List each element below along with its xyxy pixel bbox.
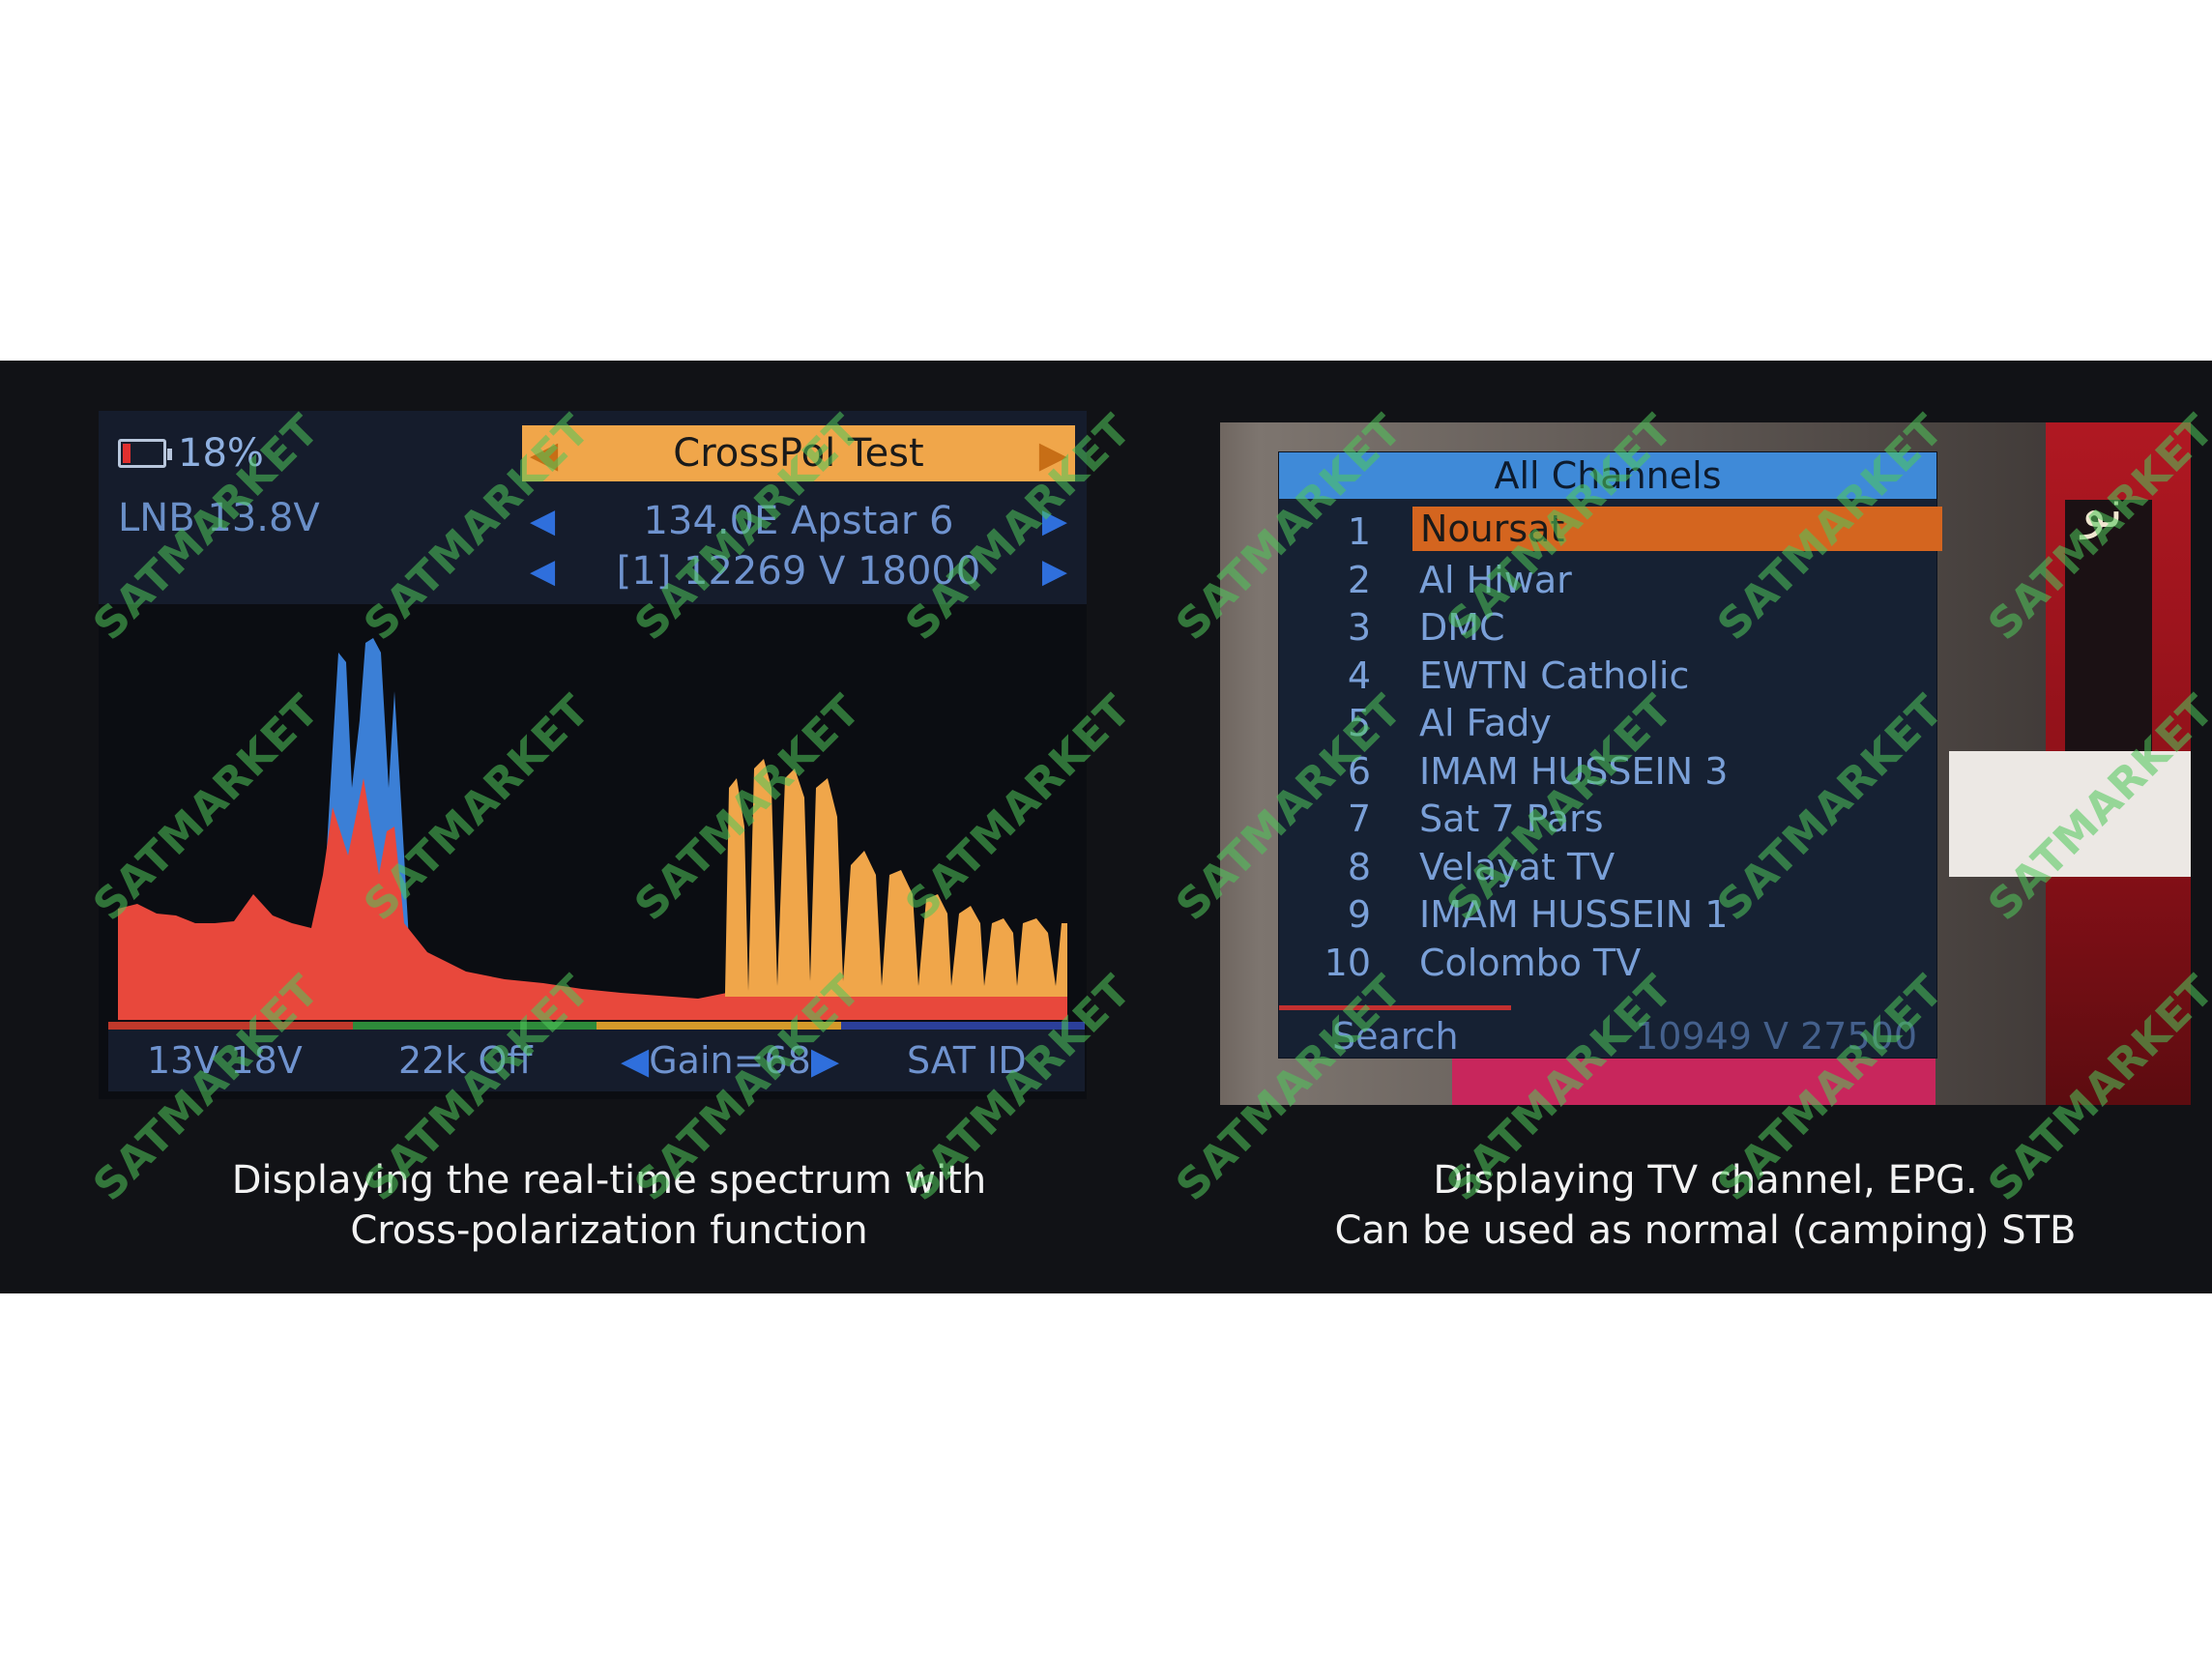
- channel-list-panel: All Channels 1 Noursat 2 Al Hiwar 3 DMC 4 EWTN …: [1278, 451, 1942, 1059]
- channel-list-item[interactable]: 3 DMC: [1279, 602, 1936, 651]
- tone-toggle[interactable]: 22k Off: [398, 1039, 533, 1082]
- spectrum-footer: 13V 18V 22k Off ◀Gain=68▶ SAT ID: [108, 1030, 1085, 1091]
- background-video-detail: [1949, 751, 2191, 877]
- channel-number: 2: [1347, 558, 1371, 601]
- left-caption: Displaying the real-time spectrum with C…: [126, 1155, 1092, 1256]
- channel-list-item[interactable]: 9 IMAM HUSSEIN 1: [1279, 889, 1936, 938]
- channel-name: Colombo TV: [1419, 941, 1642, 984]
- channel-list-title: All Channels: [1279, 452, 1936, 499]
- spectrum-other-trace: [725, 759, 1067, 997]
- channel-name: Velayat TV: [1419, 845, 1615, 888]
- channel-list-item[interactable]: 4 EWTN Catholic: [1279, 651, 1936, 699]
- search-transponder: 10949 V 27500: [1635, 1015, 1917, 1058]
- gain-value: Gain=68: [649, 1039, 811, 1082]
- right-arrow-icon[interactable]: ▶: [1038, 433, 1067, 476]
- right-caption-line2: Can be used as normal (camping) STB: [1334, 1208, 2077, 1253]
- channel-number: 5: [1347, 702, 1371, 744]
- satellite-selector[interactable]: ◀ 134.0E Apstar 6 ▶: [522, 498, 1075, 544]
- channel-list-item[interactable]: 8 Velayat TV: [1279, 842, 1936, 890]
- channel-number: 8: [1347, 845, 1371, 888]
- background-video-detail: [2065, 500, 2152, 751]
- spectrum-screen: 18% LNB 13.8V ◀ CrossPol Test ▶ ◀ 134.0E…: [99, 411, 1087, 1099]
- search-label[interactable]: Search: [1332, 1015, 1459, 1058]
- crosspol-title: CrossPol Test: [673, 431, 924, 476]
- channel-name: Noursat: [1412, 507, 1942, 551]
- channel-name: DMC: [1419, 606, 1505, 649]
- channel-name: Al Hiwar: [1419, 558, 1572, 601]
- channel-number: 4: [1347, 653, 1371, 697]
- progress-line: [1279, 1005, 1511, 1010]
- channel-number: 1: [1347, 510, 1371, 553]
- transponder-value: [1] 12269 V 18000: [616, 549, 981, 594]
- channel-list-item[interactable]: 2 Al Hiwar: [1279, 555, 1936, 603]
- gain-control[interactable]: ◀Gain=68▶: [621, 1039, 839, 1082]
- left-arrow-icon[interactable]: ◀: [530, 552, 556, 591]
- spectrum-main-trace: [118, 778, 1067, 1020]
- satellite-name: 134.0E Apstar 6: [643, 499, 954, 543]
- battery-icon: [118, 439, 172, 468]
- crosspol-title-bar[interactable]: ◀ CrossPol Test ▶: [522, 425, 1075, 481]
- channel-list-footer: Search 10949 V 27500: [1279, 1013, 1936, 1058]
- channel-screen: ﻧﻮ All Channels 1 Noursat 2 Al Hiwar 3 DMC 4 EW…: [1220, 422, 2191, 1105]
- voltage-toggle[interactable]: 13V 18V: [147, 1039, 303, 1082]
- left-arrow-icon[interactable]: ◀: [530, 433, 559, 476]
- left-arrow-icon[interactable]: ◀: [530, 502, 556, 540]
- channel-name: Al Fady: [1419, 702, 1552, 744]
- right-caption: Displaying TV channel, EPG. Can be used …: [1220, 1155, 2191, 1256]
- channel-number: 7: [1347, 798, 1371, 840]
- sat-id-button[interactable]: SAT ID: [907, 1039, 1027, 1082]
- right-caption-line1: Displaying TV channel, EPG.: [1433, 1158, 1978, 1203]
- channel-logo-icon: ﻧﻮ: [2081, 479, 2123, 539]
- channel-list-item[interactable]: 10 Colombo TV: [1279, 938, 1936, 986]
- left-caption-line1: Displaying the real-time spectrum with: [231, 1158, 987, 1203]
- battery-percent: 18%: [178, 431, 264, 476]
- left-caption-line2: Cross-polarization function: [350, 1208, 868, 1253]
- channel-number: 3: [1347, 606, 1371, 649]
- left-arrow-icon[interactable]: ◀: [621, 1039, 650, 1082]
- right-arrow-icon[interactable]: ▶: [1041, 502, 1067, 540]
- right-arrow-icon[interactable]: ▶: [810, 1039, 840, 1082]
- channel-list-item[interactable]: 5 Al Fady: [1279, 698, 1936, 746]
- channel-name: IMAM HUSSEIN 3: [1419, 749, 1729, 793]
- transponder-selector[interactable]: ◀ [1] 12269 V 18000 ▶: [522, 548, 1075, 595]
- channel-name: IMAM HUSSEIN 1: [1419, 893, 1729, 936]
- spectrum-graph: [118, 638, 1067, 1020]
- battery-status: 18%: [118, 430, 264, 477]
- channel-list-item[interactable]: 6 IMAM HUSSEIN 3: [1279, 746, 1936, 795]
- channel-name: EWTN Catholic: [1419, 653, 1690, 697]
- channel-number: 9: [1347, 893, 1371, 936]
- channel-list-item[interactable]: 1 Noursat: [1279, 507, 1942, 555]
- channel-list-item[interactable]: 7 Sat 7 Pars: [1279, 794, 1936, 842]
- channel-number: 6: [1347, 749, 1371, 793]
- spectrum-header: 18% LNB 13.8V ◀ CrossPol Test ▶ ◀ 134.0E…: [99, 411, 1087, 604]
- lnb-voltage: LNB 13.8V: [118, 496, 320, 540]
- channel-number: 10: [1324, 941, 1371, 984]
- band-color-bar: [108, 1022, 1085, 1030]
- channel-list: 1 Noursat 2 Al Hiwar 3 DMC 4 EWTN Catholic 5 Al F…: [1279, 507, 1942, 986]
- right-arrow-icon[interactable]: ▶: [1041, 552, 1067, 591]
- channel-name: Sat 7 Pars: [1419, 798, 1604, 840]
